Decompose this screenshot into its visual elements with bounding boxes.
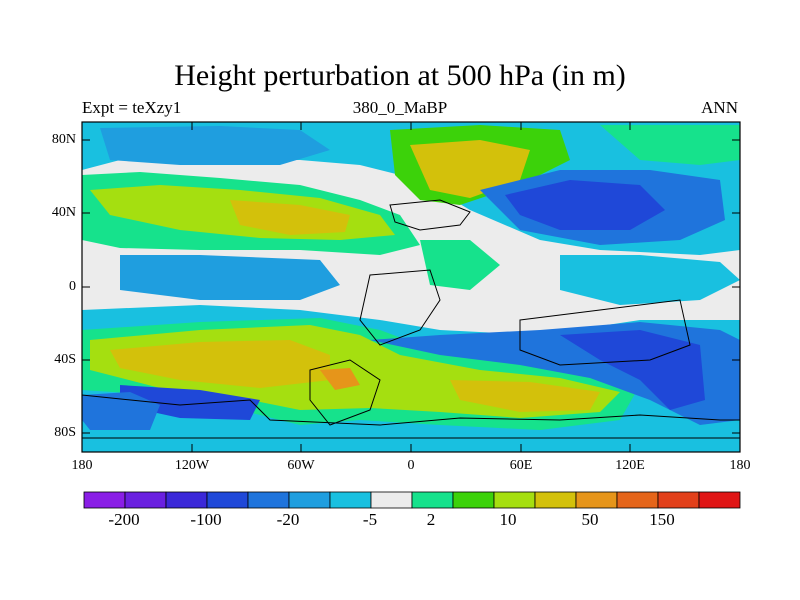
colorbar-label: -200 <box>108 510 140 529</box>
experiment-label: Expt = teXzy1 <box>82 98 182 117</box>
region-tropic-east-cyan <box>560 255 740 305</box>
coastline-east <box>519 299 691 366</box>
colorbar-swatch <box>698 491 741 509</box>
lat-label: 80N <box>51 132 76 147</box>
lat-label: 40N <box>51 205 76 220</box>
colorbar-swatch <box>534 491 577 509</box>
colorbar-swatch <box>452 491 495 509</box>
colorbar-swatch <box>575 491 618 509</box>
colorbar-label: 2 <box>426 510 436 529</box>
colorbar-swatch <box>206 491 249 509</box>
colorbar-swatch <box>657 491 700 509</box>
colorbar-label: 50 <box>581 510 599 529</box>
region-south-darkblue <box>560 330 705 410</box>
colorbar-swatch <box>288 491 331 509</box>
region-northpac-blue <box>100 126 330 165</box>
region-northeast-green <box>600 125 740 165</box>
colorbar-label: 10 <box>499 510 517 529</box>
colorbar-swatch <box>411 491 454 509</box>
contour-field <box>82 122 740 452</box>
lon-label: 120W <box>174 458 210 473</box>
region-south-gold <box>110 340 330 388</box>
region-north-gold <box>230 200 350 235</box>
region-northeast-darkblue <box>505 180 665 230</box>
lon-label: 60W <box>287 458 315 473</box>
lon-label: 180 <box>71 458 93 473</box>
colorbar-label: 150 <box>649 510 675 529</box>
lon-label: 60E <box>509 458 533 473</box>
plot-title: Height perturbation at 500 hPa (in m) <box>174 59 626 92</box>
colorbar-swatch <box>247 491 290 509</box>
region-tropic-blue <box>120 255 340 300</box>
lon-label: 0 <box>407 458 415 473</box>
region-southindian-gold <box>450 380 600 412</box>
lat-ticks <box>82 139 740 434</box>
colorbar-swatch <box>370 491 413 509</box>
lat-label: 40S <box>54 352 76 367</box>
coastline-africa <box>359 269 441 346</box>
colorbar-swatch <box>165 491 208 509</box>
lon-label: 180 <box>729 458 751 473</box>
colorbar-swatch <box>493 491 536 509</box>
coastline-antarctica <box>82 394 740 426</box>
coastline-north <box>389 199 471 231</box>
colorbar-label: -100 <box>190 510 222 529</box>
lon-label: 120E <box>615 458 645 473</box>
colorbar-swatch <box>124 491 167 509</box>
lat-label: 0 <box>69 279 76 294</box>
colorbar-label: -20 <box>276 510 300 529</box>
colorbar-label: -5 <box>362 510 378 529</box>
colorbar-swatch <box>83 491 126 509</box>
region-southwest-blue <box>82 392 160 430</box>
colorbar <box>83 491 741 509</box>
lat-label: 80S <box>54 425 76 440</box>
colorbar-swatch <box>616 491 659 509</box>
region-south-orange <box>320 368 360 390</box>
season-label: ANN <box>701 98 738 117</box>
region-africa-green <box>420 240 500 290</box>
colorbar-swatch <box>329 491 372 509</box>
region-natl-gold <box>410 140 530 198</box>
lon-ticks <box>81 122 741 452</box>
coastline-south-america <box>309 359 381 426</box>
period-label: 380_0_MaBP <box>352 98 448 117</box>
